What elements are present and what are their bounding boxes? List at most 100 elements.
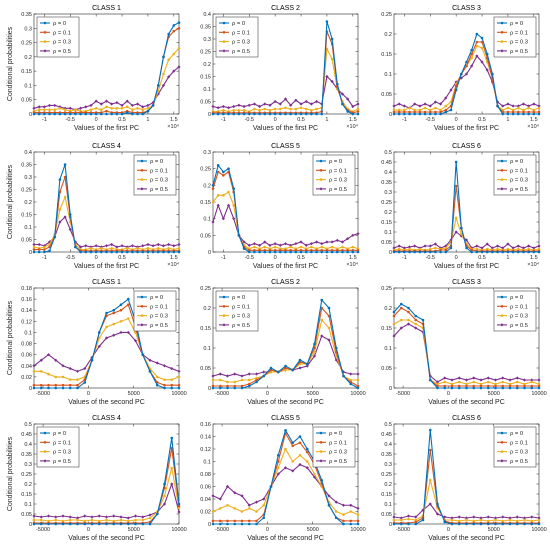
y-tick-label: 0.1 bbox=[203, 87, 211, 93]
data-point bbox=[32, 514, 36, 518]
data-point bbox=[475, 250, 479, 254]
data-point bbox=[253, 107, 256, 111]
data-point bbox=[163, 383, 166, 387]
data-point bbox=[163, 386, 166, 390]
data-point bbox=[177, 46, 181, 50]
data-point bbox=[156, 92, 160, 96]
data-point bbox=[284, 364, 287, 368]
plot-frame bbox=[33, 287, 180, 389]
legend-marker bbox=[500, 305, 504, 308]
data-point bbox=[414, 520, 418, 524]
data-point bbox=[148, 358, 152, 362]
x-tick-label: -5000 bbox=[215, 527, 229, 533]
data-point bbox=[443, 376, 447, 380]
y-tick-label: 0.15 bbox=[21, 492, 32, 498]
data-point bbox=[299, 245, 303, 249]
data-point bbox=[414, 518, 418, 522]
data-point bbox=[155, 512, 159, 516]
data-point bbox=[351, 250, 355, 254]
legend-marker bbox=[140, 159, 144, 163]
y-tick-label: 0 bbox=[389, 250, 392, 256]
chart-panel-9: CLASS 3 0 0.05 0.1 0.15 0.2 0.25 -5000 0 5000 1000… bbox=[381, 279, 546, 406]
y-tick-label: 0 bbox=[29, 250, 32, 256]
data-point bbox=[120, 112, 124, 116]
data-point bbox=[315, 112, 318, 116]
data-point bbox=[356, 519, 360, 523]
data-point bbox=[32, 106, 36, 110]
data-point bbox=[356, 250, 360, 254]
y-tick-label: 0 bbox=[389, 386, 392, 392]
legend-label: ρ = 0 bbox=[329, 159, 342, 165]
data-point bbox=[523, 522, 526, 526]
data-point bbox=[486, 519, 490, 523]
data-point bbox=[294, 242, 298, 246]
data-point bbox=[346, 250, 349, 254]
data-point bbox=[227, 167, 230, 170]
data-point bbox=[162, 72, 165, 76]
legend-label: ρ = 0.5 bbox=[232, 323, 250, 329]
data-point bbox=[119, 518, 123, 522]
x-tick-label: 1.5 bbox=[530, 117, 538, 123]
data-point bbox=[90, 518, 94, 522]
data-point bbox=[61, 519, 65, 523]
data-point bbox=[32, 386, 36, 390]
data-point bbox=[105, 105, 108, 109]
x-tick-label: -5000 bbox=[215, 391, 229, 397]
data-point bbox=[68, 106, 72, 110]
data-point bbox=[262, 374, 266, 378]
data-point bbox=[146, 250, 150, 254]
data-point bbox=[516, 112, 520, 116]
y-tick-label: 0 bbox=[208, 112, 211, 118]
data-point bbox=[94, 99, 98, 103]
data-point bbox=[479, 522, 483, 526]
data-point bbox=[392, 322, 396, 326]
data-point bbox=[304, 243, 308, 247]
data-point bbox=[233, 519, 237, 523]
data-point bbox=[97, 344, 101, 348]
data-point bbox=[291, 444, 295, 448]
data-point bbox=[439, 102, 443, 106]
y-tick-label: 0.4 bbox=[24, 442, 32, 448]
y-tick-label: 0 bbox=[29, 522, 32, 528]
y-tick-label: 0.25 bbox=[381, 472, 392, 478]
data-point bbox=[418, 250, 422, 254]
data-point bbox=[475, 247, 479, 251]
data-point bbox=[47, 372, 50, 376]
data-point bbox=[247, 103, 251, 107]
x-exponent: ×10⁴ bbox=[167, 123, 179, 130]
data-point bbox=[68, 227, 72, 232]
data-point bbox=[413, 108, 417, 112]
x-axis-label: Values of the second PC bbox=[68, 535, 145, 542]
y-tick-label: 0.18 bbox=[21, 286, 32, 292]
data-point bbox=[105, 518, 108, 522]
data-point bbox=[392, 518, 396, 522]
data-point bbox=[218, 522, 222, 526]
data-point bbox=[515, 384, 519, 388]
data-point bbox=[493, 378, 498, 382]
legend-marker bbox=[222, 40, 226, 43]
data-point bbox=[83, 514, 87, 518]
y-tick-label: 0 bbox=[208, 522, 211, 528]
data-point bbox=[480, 46, 484, 50]
data-point bbox=[349, 503, 353, 507]
legend-label: ρ = 0 bbox=[150, 295, 163, 301]
x-tick-label: 0.5 bbox=[118, 117, 126, 123]
data-point bbox=[341, 102, 344, 106]
y-tick-label: 0.3 bbox=[24, 26, 32, 32]
data-point bbox=[242, 108, 246, 112]
data-point bbox=[148, 522, 152, 526]
legend-label: ρ = 0.5 bbox=[150, 187, 168, 193]
x-tick-label: 5000 bbox=[307, 527, 319, 533]
data-point bbox=[407, 310, 410, 314]
plot-frame bbox=[393, 13, 540, 115]
legend: ρ = 0 ρ = 0.1 ρ = 0.3 ρ = 0.5 bbox=[215, 290, 259, 332]
x-tick-label: -5000 bbox=[36, 527, 50, 533]
data-point bbox=[94, 106, 98, 110]
data-point bbox=[407, 245, 412, 249]
data-point bbox=[423, 106, 427, 110]
data-point bbox=[340, 92, 345, 96]
legend-label: ρ = 0.1 bbox=[510, 30, 528, 36]
data-point bbox=[537, 106, 541, 110]
data-point bbox=[90, 522, 94, 526]
data-point bbox=[155, 361, 159, 365]
